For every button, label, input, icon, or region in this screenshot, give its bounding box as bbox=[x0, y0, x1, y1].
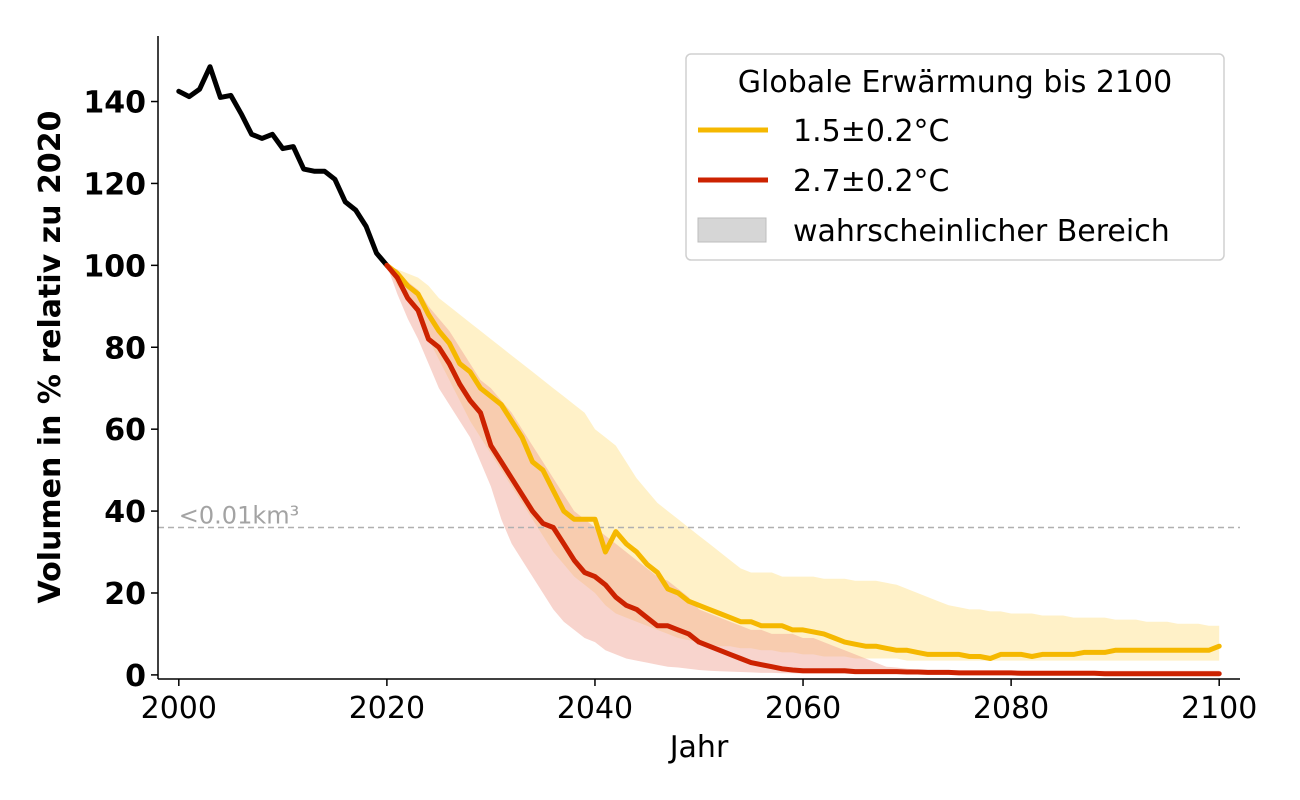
y-axis-title: Volumen in % relativ zu 2020 bbox=[33, 111, 68, 604]
y-tick-label: 20 bbox=[104, 577, 146, 612]
series-line-2 bbox=[384, 262, 1222, 677]
y-tick-label: 80 bbox=[104, 331, 146, 366]
series-line-1 bbox=[384, 262, 1222, 661]
legend-swatch-range bbox=[697, 217, 767, 243]
x-tick-label: 2060 bbox=[765, 691, 841, 726]
y-tick-label: 100 bbox=[83, 249, 146, 284]
legend-frame bbox=[685, 53, 1225, 261]
threshold-line-group: <0.01km³ bbox=[158, 501, 1240, 529]
y-tick-label: 0 bbox=[125, 659, 146, 694]
band-2 bbox=[386, 265, 1220, 675]
x-tick-label: 2000 bbox=[141, 691, 217, 726]
legend-label-1-5: 1.5±0.2°C bbox=[793, 114, 950, 149]
legend-label-range: wahrscheinlicher Bereich bbox=[793, 214, 1170, 249]
x-tick-label: 2100 bbox=[1181, 691, 1257, 726]
y-ticks: 0 20 40 60 80 100 120 140 bbox=[83, 86, 158, 694]
x-tick-label: 2020 bbox=[349, 691, 425, 726]
series-lines bbox=[176, 64, 1222, 677]
x-axis-title: Jahr bbox=[668, 730, 729, 765]
y-tick-label: 140 bbox=[83, 86, 146, 121]
y-tick-label: 120 bbox=[83, 167, 146, 202]
series-line-0 bbox=[176, 64, 390, 268]
band-1 bbox=[386, 265, 1220, 661]
x-tick-label: 2040 bbox=[557, 691, 633, 726]
axes: 2000 2020 2040 2060 2080 2100 020406080100120… bbox=[83, 36, 1257, 726]
x-ticks: 2000 2020 2040 2060 2080 2100 bbox=[141, 679, 1257, 726]
legend-title: Globale Erwärmung bis 2100 bbox=[738, 65, 1172, 100]
x-tick-label: 2080 bbox=[973, 691, 1049, 726]
y-tick-label: 40 bbox=[104, 495, 146, 530]
y-tick-label: 60 bbox=[104, 413, 146, 448]
threshold-label: <0.01km³ bbox=[179, 501, 299, 529]
uncertainty-bands bbox=[386, 265, 1220, 675]
legend: Globale Erwärmung bis 2100 1.5±0.2°C 2.7… bbox=[685, 53, 1225, 261]
legend-label-2-7: 2.7±0.2°C bbox=[793, 164, 950, 199]
